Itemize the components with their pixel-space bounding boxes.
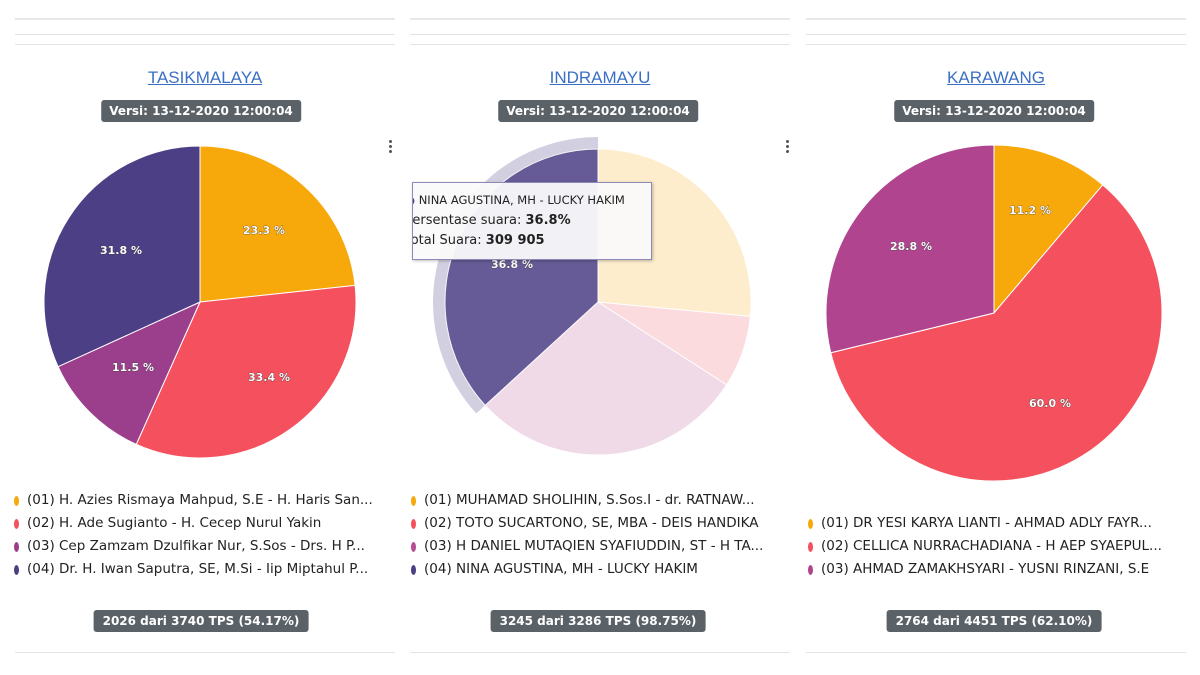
- legend-item[interactable]: (03) H DANIEL MUTAQIEN SYAFIUDDIN, ST - …: [411, 535, 764, 558]
- pie-slice[interactable]: [43, 145, 201, 368]
- legend-label: (01) DR YESI KARYA LIANTI - AHMAD ADLY F…: [821, 515, 1152, 531]
- tooltip-total-label: Total Suara:: [412, 233, 482, 248]
- pie-slice[interactable]: [135, 284, 357, 459]
- legend-label: (03) AHMAD ZAMAKHSYARI - YUSNI RINZANI, …: [821, 561, 1150, 577]
- tps-progress-badge: 2026 dari 3740 TPS (54.17%): [93, 610, 309, 632]
- pie-slice-label: 23.3 %: [243, 224, 285, 237]
- legend-swatch: [411, 519, 416, 529]
- pie-slice[interactable]: [199, 145, 356, 303]
- legend-item[interactable]: (02) H. Ade Sugianto - H. Cecep Nurul Ya…: [14, 512, 373, 535]
- legend-item[interactable]: (03) AHMAD ZAMAKHSYARI - YUSNI RINZANI, …: [808, 558, 1162, 581]
- pie-slice[interactable]: [825, 144, 995, 354]
- chart-title-link[interactable]: TASIKMALAYA: [147, 68, 263, 87]
- chart-title-link[interactable]: KARAWANG: [947, 68, 1045, 87]
- legend-label: (04) Dr. H. Iwan Saputra, SE, M.Si - Iip…: [27, 561, 369, 577]
- legend-swatch: [808, 519, 813, 529]
- tooltip-bullet: ●: [413, 193, 415, 207]
- pie-slice-label: 11.2 %: [1009, 204, 1051, 217]
- legend-label: (03) H DANIEL MUTAQIEN SYAFIUDDIN, ST - …: [424, 538, 764, 554]
- tooltip-share-value: 36.8%: [525, 213, 571, 228]
- legend-swatch: [808, 565, 813, 575]
- legend-swatch: [14, 542, 19, 552]
- pie-slice[interactable]: [830, 184, 1163, 482]
- tps-progress-badge: 2764 dari 4451 TPS (62.10%): [886, 610, 1102, 632]
- legend-label: (02) TOTO SUCARTONO, SE, MBA - DEIS HAND…: [424, 515, 759, 531]
- legend-label: (01) MUHAMAD SHOLIHIN, S.Sos.I - dr. RAT…: [424, 492, 755, 508]
- version-badge: Versi: 13-12-2020 12:00:04: [101, 100, 301, 122]
- chart-legend: (01) DR YESI KARYA LIANTI - AHMAD ADLY F…: [808, 512, 1162, 581]
- panel-divider: [410, 44, 790, 45]
- pie-slice-label: 60.0 %: [1029, 397, 1071, 410]
- legend-label: (03) Cep Zamzam Dzulfikar Nur, S.Sos - D…: [27, 538, 365, 554]
- tooltip-candidate: ● NINA AGUSTINA, MH - LUCKY HAKIM: [413, 193, 625, 207]
- legend-label: (02) H. Ade Sugianto - H. Cecep Nurul Ya…: [27, 515, 322, 531]
- pie-slice-label: 36.8 %: [491, 258, 533, 271]
- legend-item[interactable]: (03) Cep Zamzam Dzulfikar Nur, S.Sos - D…: [14, 535, 373, 558]
- chart-panel-tasikmalaya: TASIKMALAYA Versi: 13-12-2020 12:00:04 (…: [14, 0, 395, 675]
- pie-slice-label: 31.8 %: [100, 244, 142, 257]
- tooltip-share: Persentase suara: 36.8%: [412, 213, 571, 228]
- legend-swatch: [411, 496, 416, 506]
- tooltip-total: Total Suara: 309 905: [412, 233, 545, 248]
- legend-label: (02) CELLICA NURRACHADIANA - H AEP SYAEP…: [821, 538, 1162, 554]
- legend-item[interactable]: (01) H. Azies Rismaya Mahpud, S.E - H. H…: [14, 489, 373, 512]
- panel-divider: [806, 18, 1186, 20]
- panel-divider: [806, 44, 1186, 45]
- legend-item[interactable]: (02) CELLICA NURRACHADIANA - H AEP SYAEP…: [808, 535, 1162, 558]
- pie-slice[interactable]: [993, 144, 1104, 315]
- pie-slice-label: 11.5 %: [112, 361, 154, 374]
- panel-divider: [410, 652, 790, 653]
- legend-item[interactable]: (01) DR YESI KARYA LIANTI - AHMAD ADLY F…: [808, 512, 1162, 535]
- panel-divider: [15, 652, 395, 653]
- panel-divider: [15, 34, 395, 35]
- chart-menu-icon[interactable]: [389, 138, 395, 155]
- panel-divider: [410, 18, 790, 20]
- chart-legend: (01) MUHAMAD SHOLIHIN, S.Sos.I - dr. RAT…: [411, 489, 764, 581]
- panel-divider: [15, 44, 395, 45]
- legend-swatch: [411, 542, 416, 552]
- legend-swatch: [808, 542, 813, 552]
- tooltip-share-label: Persentase suara:: [412, 213, 522, 228]
- tps-progress-badge: 3245 dari 3286 TPS (98.75%): [490, 610, 706, 632]
- legend-item[interactable]: (02) TOTO SUCARTONO, SE, MBA - DEIS HAND…: [411, 512, 763, 535]
- legend-swatch: [14, 565, 19, 575]
- chart-legend: (01) H. Azies Rismaya Mahpud, S.E - H. H…: [14, 489, 373, 581]
- pie-slice[interactable]: [57, 300, 201, 446]
- legend-swatch: [411, 565, 416, 575]
- chart-panel-indramayu: INDRAMAYU Versi: 13-12-2020 12:00:04 (01…: [410, 0, 790, 675]
- legend-item[interactable]: (04) NINA AGUSTINA, MH - LUCKY HAKIM: [411, 558, 763, 581]
- legend-item[interactable]: (04) Dr. H. Iwan Saputra, SE, M.Si - Iip…: [14, 558, 373, 581]
- legend-swatch: [14, 519, 19, 529]
- tooltip-total-value: 309 905: [485, 233, 545, 248]
- pie-slice-label: 28.8 %: [890, 240, 932, 253]
- chart-title-link[interactable]: INDRAMAYU: [549, 68, 651, 87]
- version-badge: Versi: 13-12-2020 12:00:04: [498, 100, 698, 122]
- chart-tooltip: ● NINA AGUSTINA, MH - LUCKY HAKIM Persen…: [412, 182, 652, 260]
- tooltip-name: NINA AGUSTINA, MH - LUCKY HAKIM: [418, 193, 625, 207]
- chart-panel-karawang: KARAWANG Versi: 13-12-2020 12:00:04 (01)…: [806, 0, 1186, 675]
- panel-divider: [410, 34, 790, 35]
- pie-slice[interactable]: [597, 301, 751, 386]
- panel-divider: [806, 652, 1186, 653]
- pie-chart: 11.2 % 60.0 % 28.8 %: [825, 144, 1163, 482]
- panel-divider: [15, 18, 395, 20]
- panel-divider: [806, 34, 1186, 35]
- chart-menu-icon[interactable]: [786, 138, 792, 155]
- legend-swatch: [14, 496, 19, 506]
- legend-item[interactable]: (01) MUHAMAD SHOLIHIN, S.Sos.I - dr. RAT…: [411, 489, 763, 512]
- pie-slice[interactable]: [484, 301, 728, 456]
- pie-slice-label: 33.4 %: [248, 371, 290, 384]
- pie-chart: 23.3 % 33.4 % 11.5 % 31.8 %: [43, 145, 357, 459]
- version-badge: Versi: 13-12-2020 12:00:04: [894, 100, 1094, 122]
- legend-label: (04) NINA AGUSTINA, MH - LUCKY HAKIM: [424, 561, 698, 577]
- legend-label: (01) H. Azies Rismaya Mahpud, S.E - H. H…: [27, 492, 373, 508]
